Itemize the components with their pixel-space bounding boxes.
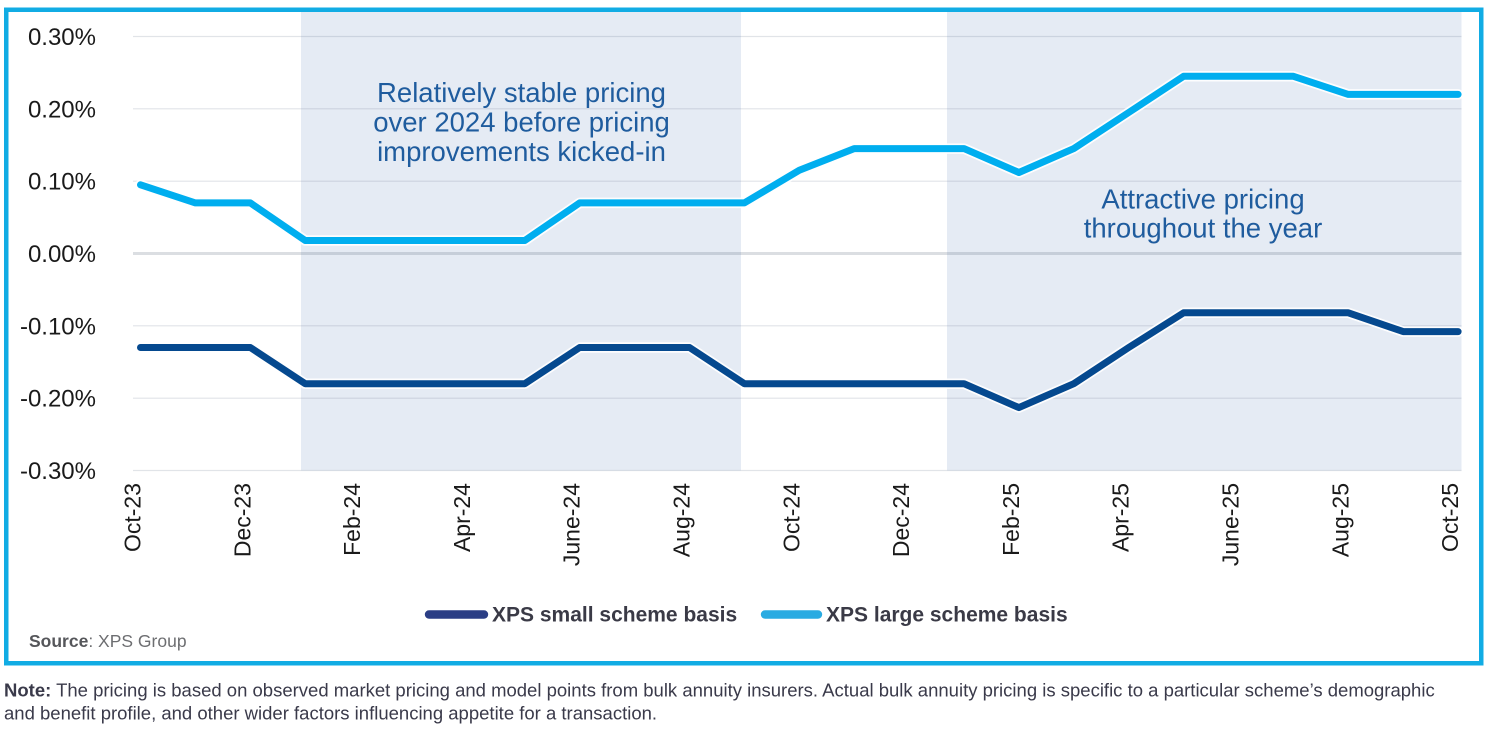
svg-text:-0.10%: -0.10% — [20, 313, 96, 340]
svg-text:Oct-24: Oct-24 — [778, 483, 804, 552]
svg-text:Apr-24: Apr-24 — [449, 483, 475, 552]
svg-text:-0.30%: -0.30% — [20, 458, 96, 485]
svg-text:June-25: June-25 — [1218, 483, 1244, 566]
svg-text:improvements kicked-in: improvements kicked-in — [377, 136, 666, 167]
svg-text:throughout the year: throughout the year — [1084, 213, 1323, 244]
svg-text:Apr-25: Apr-25 — [1108, 483, 1134, 552]
svg-text:Oct-23: Oct-23 — [120, 483, 146, 552]
svg-text:Relatively stable pricing: Relatively stable pricing — [377, 77, 666, 108]
svg-text:over 2024 before pricing: over 2024 before pricing — [373, 107, 670, 138]
svg-text:0.00%: 0.00% — [28, 241, 96, 268]
svg-text:Aug-25: Aug-25 — [1327, 483, 1353, 557]
svg-text:Feb-24: Feb-24 — [339, 483, 365, 556]
svg-text:-0.20%: -0.20% — [20, 386, 96, 413]
svg-text:Dec-23: Dec-23 — [229, 483, 255, 557]
svg-text:Oct-25: Oct-25 — [1437, 483, 1463, 552]
svg-text:Source: XPS Group: Source: XPS Group — [29, 631, 187, 651]
svg-text:0.20%: 0.20% — [28, 96, 96, 123]
svg-text:Attractive pricing: Attractive pricing — [1101, 184, 1304, 215]
svg-text:Dec-24: Dec-24 — [888, 483, 914, 557]
svg-text:Feb-25: Feb-25 — [998, 483, 1024, 556]
svg-text:0.30%: 0.30% — [28, 24, 96, 51]
svg-text:Aug-24: Aug-24 — [669, 483, 695, 557]
svg-text:and benefit profile, and other: and benefit profile, and other wider fac… — [4, 703, 657, 724]
svg-text:June-24: June-24 — [559, 483, 585, 566]
svg-text:XPS small scheme basis: XPS small scheme basis — [492, 604, 737, 627]
svg-text:Note: The pricing is based on: Note: The pricing is based on observed m… — [4, 680, 1435, 701]
svg-text:XPS large scheme basis: XPS large scheme basis — [826, 604, 1068, 627]
svg-text:0.10%: 0.10% — [28, 169, 96, 196]
